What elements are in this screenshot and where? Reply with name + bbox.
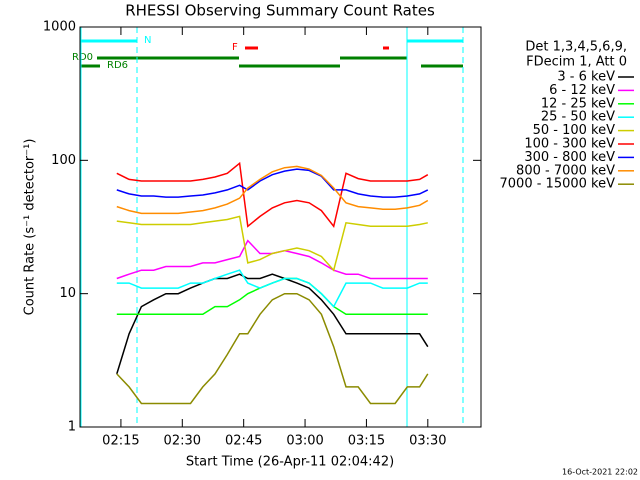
y-tick-label: 1	[68, 420, 76, 435]
legend-label: 50 - 100 keV	[533, 123, 616, 138]
x-tick-label: 02:15	[102, 434, 139, 449]
chart-title: RHESSI Observing Summary Count Rates	[125, 2, 435, 20]
annotation: N	[144, 35, 151, 46]
x-tick-label: 03:30	[409, 434, 446, 449]
legend-label: 100 - 300 keV	[524, 137, 615, 152]
x-axis-label: Start Time (26-Apr-11 02:04:42)	[186, 455, 394, 470]
y-tick-label: 1000	[43, 20, 76, 35]
y-axis-label: Count Rate (s⁻¹ detector⁻¹)	[23, 139, 38, 316]
series-line	[116, 273, 429, 375]
series-line	[116, 215, 428, 272]
series-line	[116, 161, 429, 228]
x-tick-label: 02:45	[225, 434, 262, 449]
legend-label: 6 - 12 keV	[549, 83, 615, 98]
y-tick-label: 100	[51, 153, 76, 168]
series-line	[116, 269, 428, 308]
flag-bars	[80, 39, 463, 68]
legend-label: 12 - 25 keV	[541, 96, 615, 111]
series-line	[116, 292, 429, 405]
timestamp: 16-Oct-2021 22:02	[562, 468, 638, 477]
legend-label: 800 - 7000 keV	[516, 163, 615, 178]
annotation: RD6	[107, 60, 128, 71]
series-line	[116, 168, 429, 198]
legend-title: FDecim 1, Att 0	[526, 55, 627, 70]
annotation: F	[232, 42, 238, 53]
legend-label: 300 - 800 keV	[524, 150, 615, 165]
plot-area	[116, 161, 429, 405]
plot-frame	[79, 26, 482, 428]
annotation: RD0	[72, 52, 93, 63]
x-tick-label: 03:15	[348, 434, 385, 449]
series-line	[116, 165, 429, 215]
legend-label: 7000 - 15000 keV	[500, 177, 616, 192]
y-tick-label: 10	[59, 286, 76, 301]
legend-title: Det 1,3,4,5,6,9,	[525, 40, 627, 55]
x-tick-label: 02:30	[164, 434, 201, 449]
legend-label: 25 - 50 keV	[541, 110, 615, 125]
legend-label: 3 - 6 keV	[557, 70, 615, 85]
x-tick-label: 03:00	[286, 434, 323, 449]
